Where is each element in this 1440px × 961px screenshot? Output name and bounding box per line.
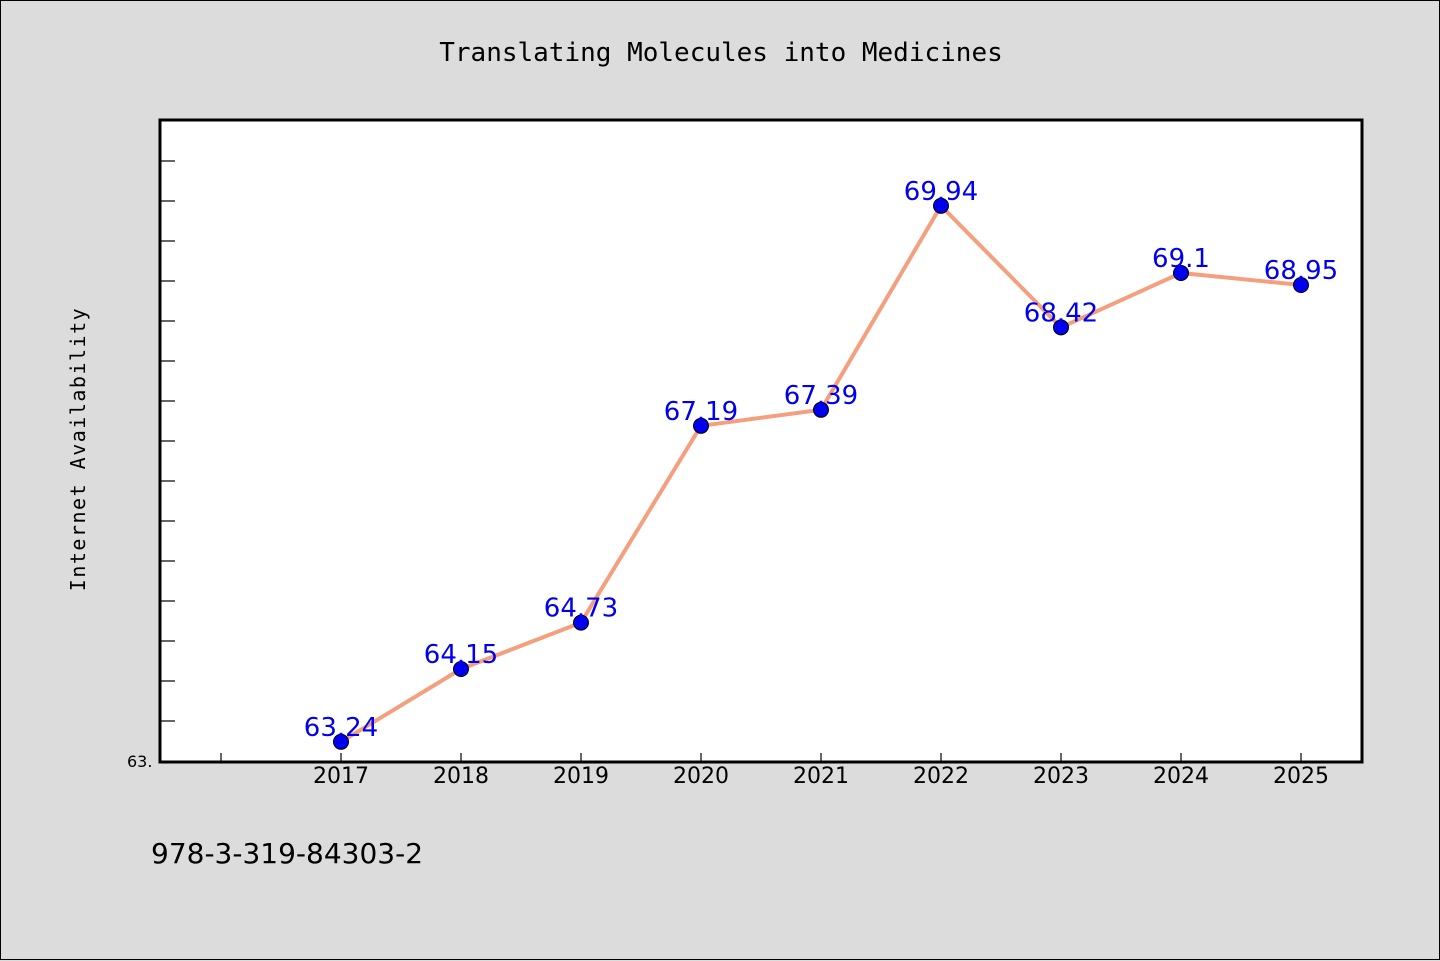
data-point (333, 733, 349, 750)
data-markers (333, 197, 1309, 750)
data-label: 64.73 (544, 594, 618, 624)
x-tick-label: 2021 (793, 764, 849, 789)
x-tick-label: 2017 (313, 764, 369, 789)
data-point (1053, 319, 1069, 336)
x-tick-label: 2022 (913, 764, 969, 789)
data-point (1293, 277, 1309, 293)
data-label: 69.1 (1152, 244, 1210, 274)
data-label: 68.95 (1264, 256, 1338, 286)
chart-title: Translating Molecules into Medicines (439, 38, 1003, 68)
data-label: 63.24 (304, 713, 378, 743)
data-point (813, 401, 829, 418)
y-axis-ticks (161, 160, 175, 722)
y-axis-label: Internet Availability (66, 307, 90, 591)
plot-background (158, 118, 1364, 764)
data-point (933, 197, 949, 214)
data-label: 64.15 (424, 640, 498, 670)
data-label: 67.19 (664, 397, 738, 427)
data-label: 68.42 (1024, 298, 1098, 328)
x-tick-label: 2020 (673, 764, 729, 789)
x-tick-label: 2018 (433, 764, 489, 789)
data-point (693, 417, 709, 434)
x-tick-label: 2024 (1153, 764, 1209, 789)
footer-isbn: 978-3-319-84303-2 (151, 837, 423, 870)
data-label: 67.39 (784, 381, 858, 411)
x-axis-ticks: 2017 2018 2019 2020 2021 2022 2023 2024 2025 (220, 753, 1329, 789)
data-point (453, 661, 469, 677)
data-point (573, 614, 589, 631)
x-tick-label: 2025 (1273, 764, 1329, 789)
plot-area (158, 118, 1364, 764)
data-label: 69.94 (904, 177, 978, 207)
y-tick-label: 63. (127, 752, 152, 771)
data-labels: 63.24 64.15 64.73 67.19 67.39 69.94 68.42 69.1 6… (304, 177, 1338, 743)
data-point (1173, 265, 1189, 281)
x-tick-label: 2023 (1033, 764, 1089, 789)
x-tick-label: 2019 (553, 764, 609, 789)
